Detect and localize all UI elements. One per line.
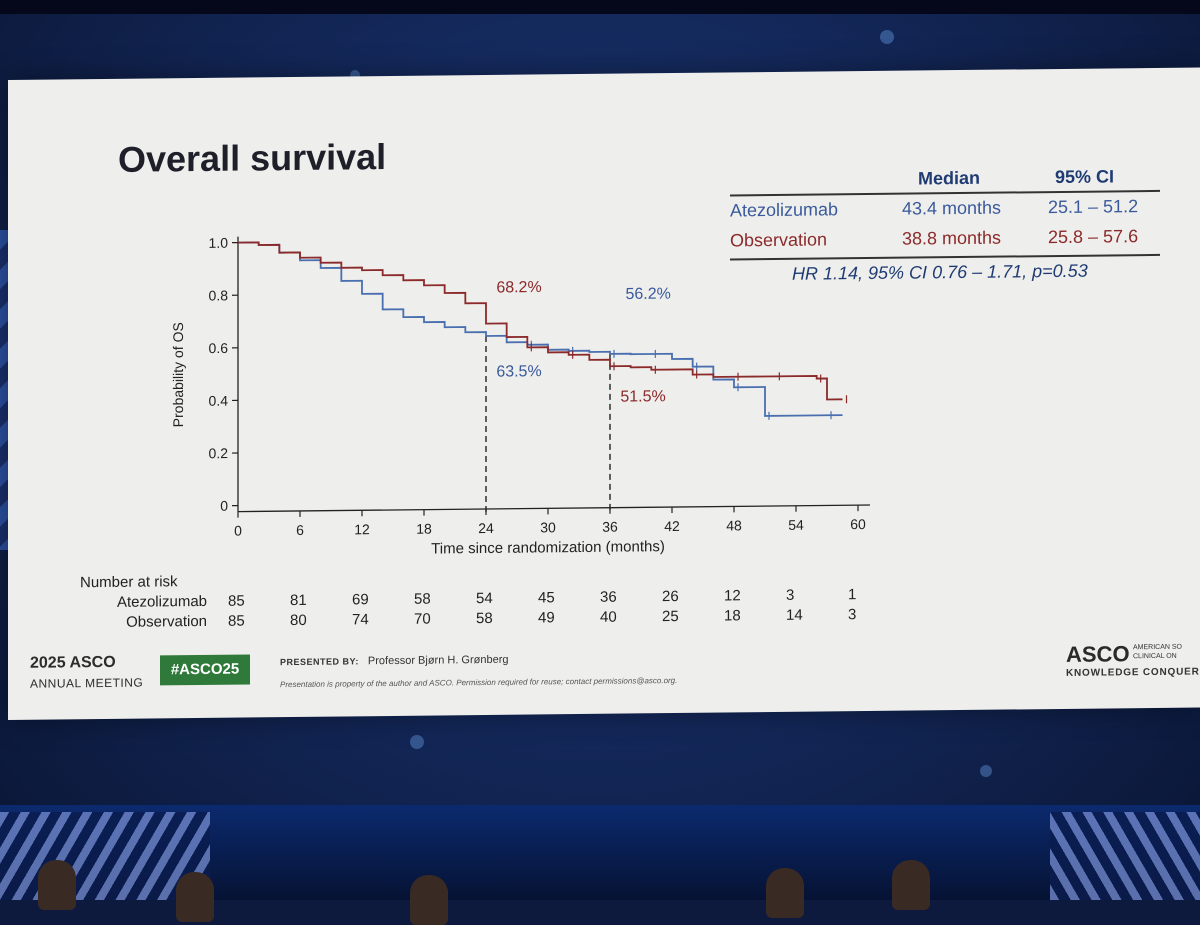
risk-value: 18 xyxy=(724,607,741,624)
risk-value: 49 xyxy=(538,609,555,626)
asco-tagline: KNOWLEDGE CONQUERS C xyxy=(1066,666,1200,679)
y-tick-label: 1.0 xyxy=(209,235,229,251)
presenter-name: Professor Bjørn H. Grønberg xyxy=(368,654,509,667)
y-tick-label: 0.4 xyxy=(209,392,229,408)
meeting-logo: 2025 ASCO xyxy=(30,654,116,673)
hashtag-badge: #ASCO25 xyxy=(160,654,250,685)
risk-value: 3 xyxy=(786,587,794,604)
risk-value: 85 xyxy=(228,613,245,630)
risk-value: 36 xyxy=(600,589,617,606)
risk-row-name: Atezolizumab xyxy=(117,593,207,611)
risk-value: 12 xyxy=(724,587,741,604)
slide-footer: 2025 ASCO ANNUAL MEETING #ASCO25 PRESENT… xyxy=(8,623,1200,715)
survival-rate-label: 56.2% xyxy=(626,286,671,303)
header-ci: 95% CI xyxy=(1055,166,1114,188)
risk-value: 58 xyxy=(476,610,493,627)
meeting-name: ANNUAL MEETING xyxy=(30,676,143,691)
survival-curve-observation xyxy=(238,236,843,405)
asco-sub-line-1: AMERICAN SO xyxy=(1133,644,1182,652)
survival-curve-atezolizumab xyxy=(238,236,843,421)
x-axis xyxy=(238,505,870,512)
y-tick-label: 0 xyxy=(220,498,228,514)
audience-head xyxy=(410,875,448,925)
asco-logo-subtext: AMERICAN SO CLINICAL ON xyxy=(1133,643,1182,662)
meeting-org: ASCO xyxy=(69,654,115,671)
audience-head xyxy=(176,872,214,922)
x-tick-label: 54 xyxy=(788,517,804,533)
survival-rate-label: 63.5% xyxy=(496,363,541,380)
row-ci: 25.1 – 51.2 xyxy=(1048,196,1138,218)
risk-value: 80 xyxy=(290,612,307,629)
x-tick-label: 6 xyxy=(296,522,304,538)
x-tick-label: 0 xyxy=(234,523,242,539)
row-median: 43.4 months xyxy=(902,198,1001,220)
x-tick-label: 12 xyxy=(354,521,370,537)
x-axis-label: Time since randomization (months) xyxy=(431,538,665,557)
risk-value: 70 xyxy=(414,611,431,628)
row-ci: 25.8 – 57.6 xyxy=(1048,226,1138,248)
table-rule xyxy=(730,190,1160,196)
y-tick-label: 0.2 xyxy=(209,445,229,461)
km-chart: 0 0.2 0.4 0.6 0.8 1.0 0 6 12 18 24 30 36 42 48 54 60 Time… xyxy=(158,220,918,573)
risk-value: 74 xyxy=(352,611,369,628)
risk-value: 69 xyxy=(352,591,369,608)
presented-by-label: PRESENTED BY: xyxy=(280,656,359,667)
audience-head xyxy=(892,860,930,910)
risk-title: Number at risk xyxy=(80,573,178,591)
risk-row-name: Observation xyxy=(126,613,207,631)
slide-title: Overall survival xyxy=(118,136,386,181)
floor-stripes-right xyxy=(1050,812,1200,900)
risk-value: 1 xyxy=(848,586,856,603)
risk-value: 26 xyxy=(662,588,679,605)
risk-value: 3 xyxy=(848,606,856,623)
risk-value: 81 xyxy=(290,592,307,609)
x-tick-label: 60 xyxy=(850,516,866,532)
x-tick-label: 24 xyxy=(478,520,494,536)
decor-dot xyxy=(980,765,992,777)
row-name: Atezolizumab xyxy=(730,199,838,221)
presenter-line: PRESENTED BY: Professor Bjørn H. Grønber… xyxy=(280,654,509,668)
y-tick-label: 0.6 xyxy=(209,340,229,356)
risk-value: 40 xyxy=(600,609,617,626)
risk-value: 54 xyxy=(476,590,493,607)
x-tick-label: 36 xyxy=(602,519,618,535)
audience-head xyxy=(38,860,76,910)
risk-value: 14 xyxy=(786,607,803,624)
x-tick-label: 18 xyxy=(416,521,432,537)
risk-value: 58 xyxy=(414,591,431,608)
survival-rate-label: 51.5% xyxy=(620,388,665,405)
asco-sub-line-2: CLINICAL ON xyxy=(1133,653,1177,660)
y-axis-label: Probability of OS xyxy=(170,322,186,427)
survival-rate-label: 68.2% xyxy=(496,279,541,296)
decor-dot xyxy=(410,735,424,749)
x-tick-label: 48 xyxy=(726,517,742,533)
risk-value: 85 xyxy=(228,593,245,610)
x-tick-label: 42 xyxy=(664,518,680,534)
copyright-disclaimer: Presentation is property of the author a… xyxy=(280,676,677,689)
audience-head xyxy=(766,868,804,918)
presentation-slide: Overall survival Median 95% CI Atezolizu… xyxy=(8,68,1200,720)
x-tick-label: 30 xyxy=(540,519,556,535)
risk-value: 25 xyxy=(662,608,679,625)
y-tick-label: 0.8 xyxy=(209,287,229,303)
header-median: Median xyxy=(918,168,980,190)
meeting-year: 2025 xyxy=(30,654,66,671)
ceiling-band xyxy=(0,0,1200,14)
asco-logo: ASCO xyxy=(1066,641,1130,668)
decor-dot xyxy=(880,30,894,44)
median-stats-table: Median 95% CI Atezolizumab 43.4 months 2… xyxy=(730,166,1160,171)
risk-value: 45 xyxy=(538,589,555,606)
